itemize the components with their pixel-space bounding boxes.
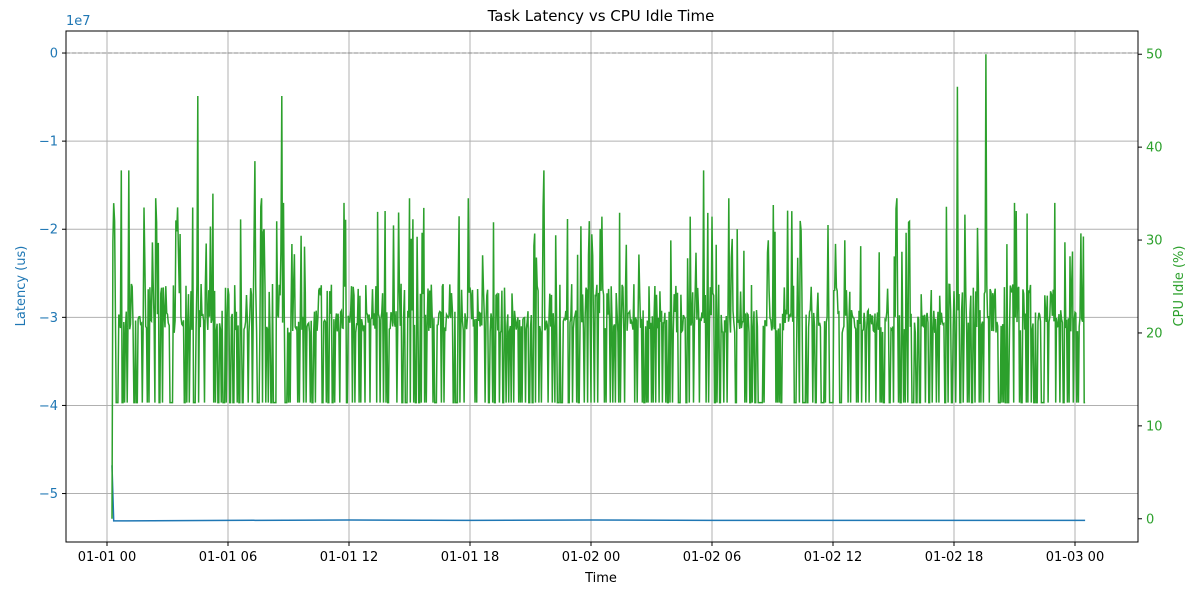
y-right-tick-label: 20 [1146, 326, 1163, 341]
y-right-tick-label: 40 [1146, 141, 1163, 156]
y-axis-left: 0 −1 −2 −3 −4 −5 [39, 47, 66, 502]
x-axis: 01-01 00 01-01 06 01-01 12 01-01 18 01-02 00… [78, 542, 1104, 565]
x-axis-label: Time [584, 571, 617, 586]
cpu-idle-series-line [111, 54, 1086, 519]
plot-frame [65, 30, 1139, 543]
y-axis-left-label: Latency (us) [14, 246, 29, 327]
y-left-tick-label: −3 [39, 311, 58, 326]
x-tick-label: 01-01 06 [199, 550, 257, 565]
y-right-tick-label: 50 [1146, 48, 1163, 63]
chart-title: Task Latency vs CPU Idle Time [487, 7, 715, 25]
y-axis-right: 0 10 20 30 40 50 [1138, 48, 1163, 527]
y-right-tick-label: 30 [1146, 234, 1163, 249]
x-tick-label: 01-03 00 [1046, 550, 1104, 565]
x-tick-label: 01-02 18 [925, 550, 983, 565]
y-left-tick-label: 0 [50, 47, 58, 62]
y-left-tick-label: −5 [39, 487, 58, 502]
y-axis-right-label: CPU Idle (%) [1172, 246, 1187, 327]
y-left-tick-label: −1 [39, 135, 58, 150]
x-tick-label: 01-01 12 [320, 550, 378, 565]
y-axis-left-offset: 1e7 [66, 14, 91, 29]
series-layer [111, 54, 1086, 522]
x-tick-label: 01-02 06 [683, 550, 741, 565]
y-right-tick-label: 0 [1146, 512, 1154, 527]
latency-series-line [111, 465, 1086, 522]
y-right-tick-label: 10 [1146, 419, 1163, 434]
y-left-tick-label: −4 [39, 399, 58, 414]
y-left-tick-label: −2 [39, 223, 58, 238]
x-tick-label: 01-01 00 [78, 550, 136, 565]
x-tick-label: 01-01 18 [441, 550, 499, 565]
x-tick-label: 01-02 12 [804, 550, 862, 565]
x-tick-label: 01-02 00 [562, 550, 620, 565]
